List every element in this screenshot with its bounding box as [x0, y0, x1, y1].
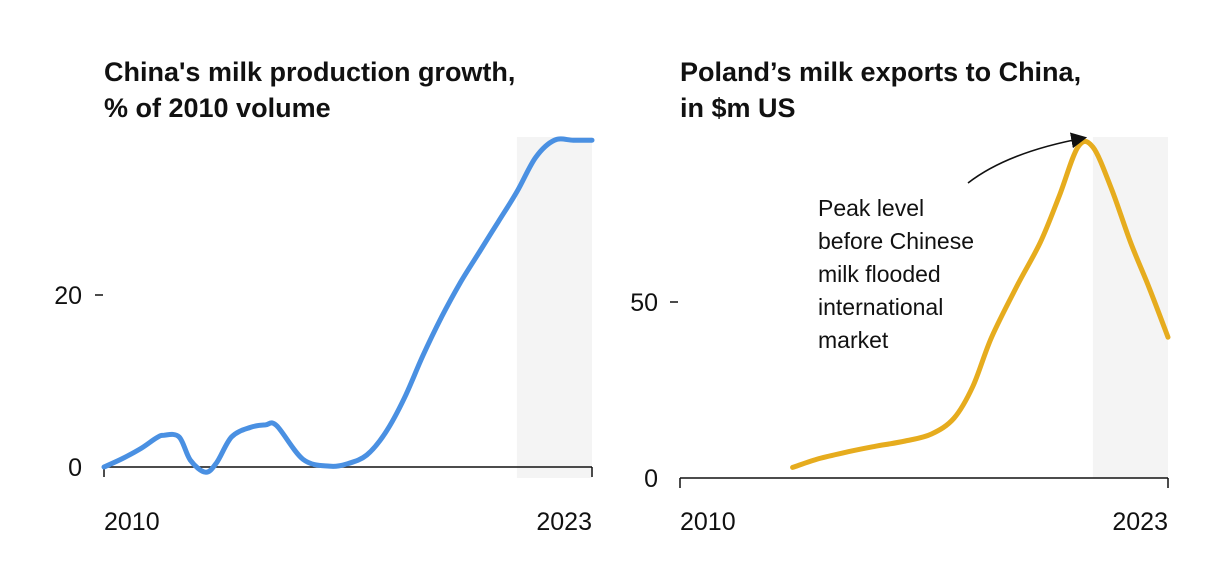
x-tick-label: 2023 — [1112, 508, 1168, 536]
china-production-plot: 2010 2023 0 20 — [54, 136, 595, 536]
peak-annotation: Peak level before Chinese milk flooded i… — [818, 195, 974, 353]
chart-title-line-2: % of 2010 volume — [104, 93, 331, 123]
highlight-band — [516, 137, 592, 478]
x-tick-label: 2023 — [536, 508, 592, 536]
poland-exports-chart: Poland’s milk exports to China, in $m US… — [610, 0, 1220, 586]
chart-title: Poland’s milk exports to China, in $m US — [680, 54, 1081, 126]
chart-title-line-2: in $m US — [680, 93, 796, 123]
y-tick-label: 20 — [54, 282, 82, 310]
x-tick-label: 2010 — [104, 508, 160, 536]
chart-title-line-1: Poland’s milk exports to China, — [680, 57, 1082, 87]
y-tick-label: 0 — [68, 454, 82, 482]
x-tick-label: 2010 — [680, 508, 736, 536]
series-line — [790, 138, 1171, 470]
y-tick-label: 0 — [644, 465, 658, 493]
chart-title-line-1: China's milk production growth, — [104, 57, 516, 87]
chart-title: China's milk production growth, % of 201… — [104, 54, 515, 126]
annotation-arrow — [967, 132, 1088, 184]
china-production-chart: China's milk production growth, % of 201… — [54, 54, 595, 536]
y-tick-label: 50 — [630, 289, 658, 317]
series-line — [101, 136, 595, 475]
poland-exports-plot: 2010 2023 0 50 — [630, 132, 1171, 536]
